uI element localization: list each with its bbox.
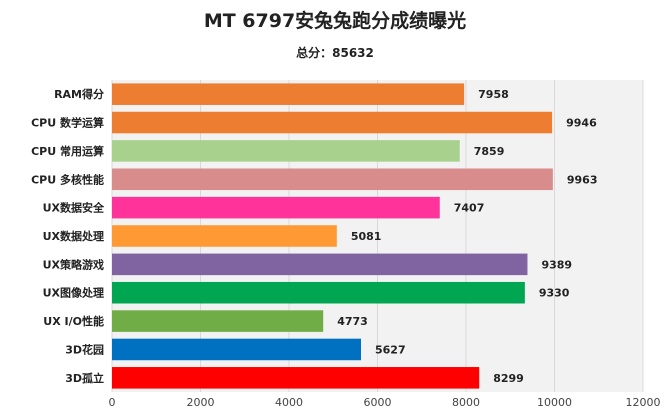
category-label: UX策略游戏 <box>43 257 104 271</box>
category-label: 3D花园 <box>65 342 104 356</box>
category-label: CPU 数学运算 <box>31 116 104 130</box>
bar <box>112 367 480 389</box>
bar <box>112 225 337 247</box>
bar <box>112 281 525 304</box>
x-tick-label: 12000 <box>626 396 661 409</box>
value-label: 9389 <box>541 258 572 271</box>
value-label: 9963 <box>567 173 598 186</box>
x-tick-label: 8000 <box>452 396 480 409</box>
value-label: 8299 <box>493 372 524 385</box>
value-label: 7859 <box>474 145 505 158</box>
bar <box>112 111 553 134</box>
bar <box>112 310 324 332</box>
category-label: UX I/O性能 <box>43 314 104 328</box>
value-label: 9946 <box>566 117 597 130</box>
category-label: CPU 常用运算 <box>31 144 104 158</box>
value-label: 4773 <box>337 315 368 328</box>
bar <box>112 83 465 105</box>
x-tick-label: 2000 <box>187 396 215 409</box>
value-label: 5627 <box>375 343 406 356</box>
category-label: UX数据处理 <box>43 229 104 243</box>
bar <box>112 338 361 361</box>
category-label: UX图像处理 <box>43 286 104 300</box>
bar <box>112 140 460 162</box>
x-tick-label: 6000 <box>364 396 392 409</box>
value-label: 5081 <box>351 230 382 243</box>
value-label: 7958 <box>478 88 509 101</box>
chart-title: MT 6797安兔兔跑分成绩曝光 <box>203 10 467 32</box>
category-label: CPU 多核性能 <box>31 172 104 186</box>
value-label: 9330 <box>539 287 570 300</box>
category-label: UX数据安全 <box>43 201 105 215</box>
x-tick-label: 10000 <box>537 396 572 409</box>
chart-subtitle: 总分：85632 <box>296 46 374 60</box>
bar <box>112 196 440 219</box>
x-tick-label: 4000 <box>275 396 303 409</box>
x-tick-label: 0 <box>109 396 116 409</box>
value-label: 7407 <box>454 202 485 215</box>
category-label: RAM得分 <box>54 87 104 101</box>
bar <box>112 168 553 191</box>
bar <box>112 253 528 276</box>
category-label: 3D孤立 <box>65 371 104 385</box>
